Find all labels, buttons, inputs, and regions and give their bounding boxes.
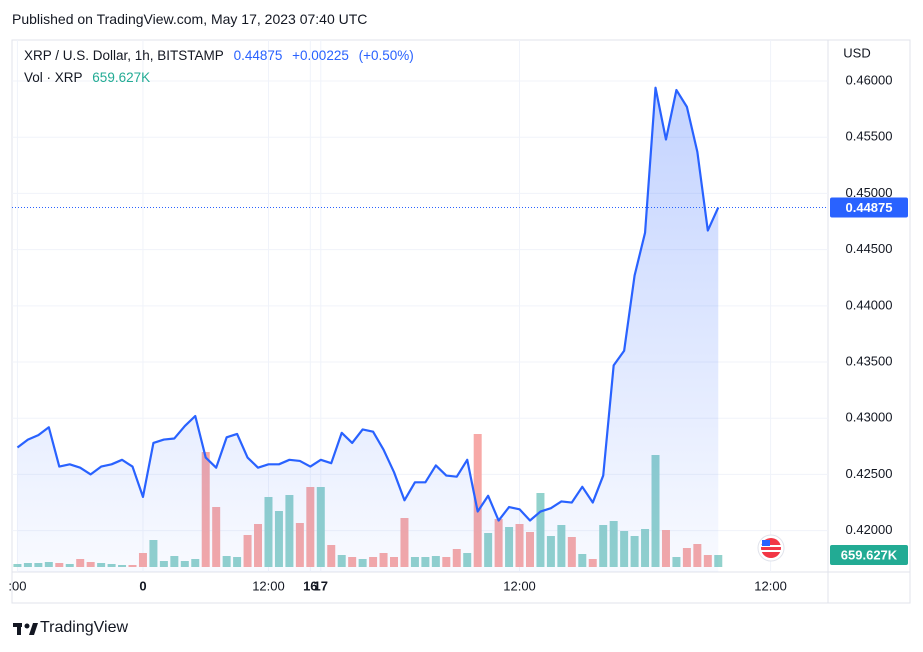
legend-volume-value: 659.627K (92, 70, 151, 85)
y-tick-label: 0.44500 (846, 241, 893, 256)
price-axis-unit: USD (843, 45, 870, 60)
x-tick-label: 12:00 (252, 578, 285, 593)
x-tick-label: :00 (8, 578, 26, 593)
x-tick-label: 0 (139, 578, 146, 593)
legend-last-price: 0.44875 (233, 48, 283, 63)
x-tick-label: 16 (303, 578, 317, 593)
published-note: Published on TradingView.com, May 17, 20… (12, 11, 368, 27)
legend-symbol: XRP / U.S. Dollar, 1h, BITSTAMP (24, 48, 224, 63)
y-tick-label: 0.44000 (846, 297, 893, 312)
volume-badge-label: 659.627K (841, 547, 898, 562)
price-series (16, 86, 720, 572)
x-tick-label: 12:00 (503, 578, 536, 593)
y-tick-label: 0.42000 (846, 522, 893, 537)
y-tick-label: 0.46000 (846, 72, 893, 87)
brand-name: TradingView (40, 619, 129, 636)
legend-price: XRP / U.S. Dollar, 1h, BITSTAMP 0.44875 … (24, 48, 420, 63)
price-area (17, 87, 719, 572)
x-tick-label: 17 (314, 578, 328, 593)
legend-volume-name: Vol · XRP (24, 70, 83, 85)
volume-badge (830, 545, 908, 566)
x-tick-label: 12:00 (754, 578, 787, 593)
chart-frame (11, 39, 911, 604)
axes: 0.42000 0.42500 0.43000 0.43500 0.44000 0.445… (8, 72, 892, 593)
y-tick-label: 0.42500 (846, 466, 893, 481)
y-tick-label: 0.45500 (846, 129, 893, 144)
y-tick-label: 0.45000 (846, 185, 893, 200)
legend-volume: Vol · XRP 659.627K (24, 70, 156, 85)
price-line (16, 86, 720, 522)
legend-change: +0.00225 (292, 48, 349, 63)
legend-change-pct: (+0.50%) (358, 48, 414, 63)
brand-logo (13, 623, 38, 635)
volume-bar (714, 555, 723, 567)
volume-bar (473, 434, 482, 567)
volume-bar (13, 564, 22, 567)
y-tick-label: 0.43000 (846, 410, 893, 425)
flag-icon (757, 534, 785, 562)
last-price-badge (830, 197, 908, 218)
y-tick-label: 0.43500 (846, 353, 893, 368)
last-price-label: 0.44875 (846, 200, 893, 215)
